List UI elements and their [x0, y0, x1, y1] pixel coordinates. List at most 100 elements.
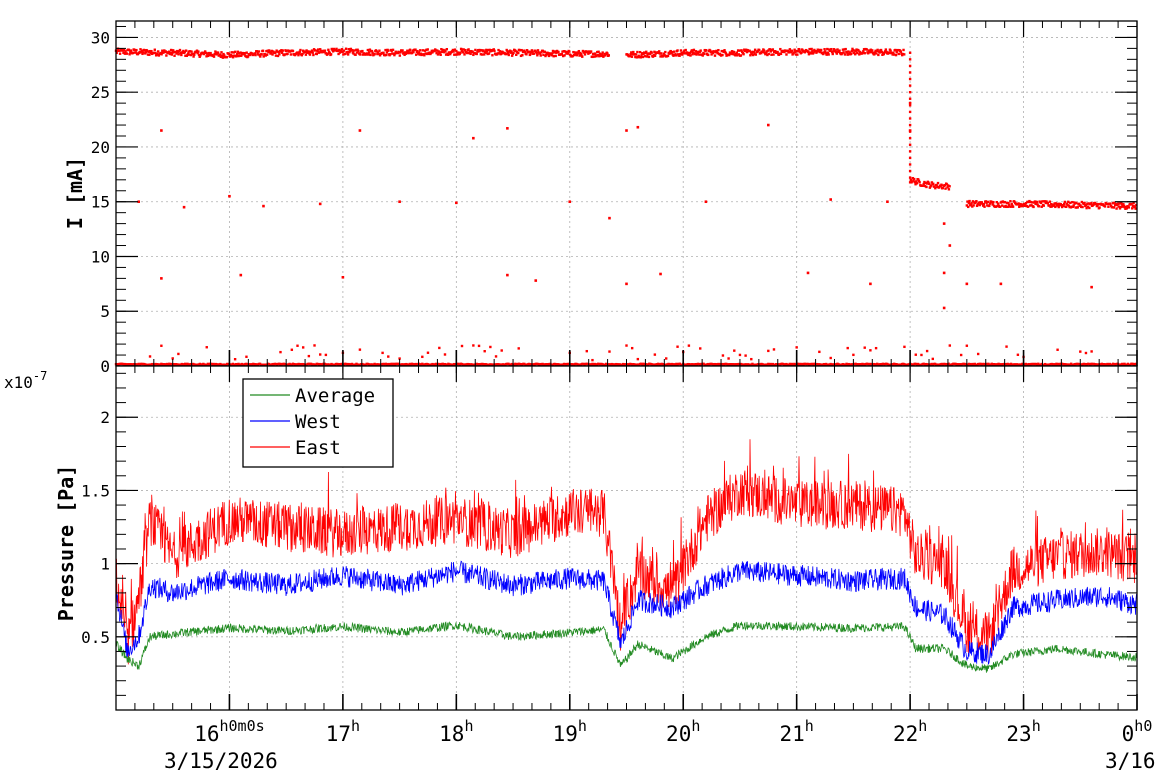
- current-point: [603, 52, 606, 56]
- current-point: [653, 54, 657, 57]
- current-low-point: [772, 348, 776, 351]
- current-point: [542, 53, 545, 57]
- current-point: [403, 53, 406, 57]
- current-point: [402, 51, 406, 55]
- current-low-point: [1079, 350, 1082, 353]
- current-point: [506, 52, 510, 55]
- time-tick-suffix: h: [691, 717, 700, 735]
- current-point: [348, 49, 352, 53]
- current-point: [714, 51, 717, 54]
- current-point: [173, 54, 176, 57]
- current-outlier-point: [767, 123, 770, 127]
- current-point: [245, 51, 248, 54]
- current-point: [359, 53, 362, 56]
- current-point: [235, 54, 238, 58]
- current-point: [433, 49, 436, 53]
- current-point: [1076, 206, 1079, 209]
- current-point: [406, 49, 409, 52]
- current-drop-point: [908, 136, 912, 140]
- current-point: [861, 51, 864, 54]
- current-point: [233, 50, 237, 54]
- current-point: [1008, 205, 1011, 208]
- current-point: [710, 53, 713, 56]
- current-point: [491, 54, 494, 57]
- current-point: [496, 52, 500, 55]
- current-point: [297, 52, 301, 55]
- current-point: [852, 51, 856, 55]
- current-point: [994, 205, 998, 208]
- current-low-point: [301, 346, 305, 349]
- current-point: [866, 52, 870, 55]
- current-point: [442, 48, 445, 52]
- current-point: [1023, 204, 1026, 207]
- current-point: [878, 51, 881, 54]
- current-point: [736, 54, 739, 57]
- current-outlier-point: [869, 282, 872, 286]
- current-point: [704, 49, 708, 52]
- current-point: [236, 50, 240, 53]
- current-point: [889, 49, 892, 52]
- current-point: [1130, 203, 1133, 206]
- current-point: [751, 53, 755, 57]
- current-point: [423, 54, 426, 57]
- current-point: [844, 47, 847, 51]
- time-axis-labels: 16h0m0s 17h 18h 19h 20h 21h 22h 23h 0h0: [194, 717, 1152, 746]
- current-point: [393, 53, 396, 57]
- current-point: [910, 180, 914, 183]
- current-point: [694, 50, 698, 53]
- current-point: [607, 54, 611, 57]
- pressure-scale-exponent: x10-7: [4, 369, 47, 392]
- current-point: [1050, 202, 1053, 206]
- current-point: [936, 181, 940, 185]
- pressure-series-east: [115, 439, 1137, 665]
- current-point: [279, 50, 282, 53]
- current-point: [444, 53, 448, 56]
- current-point: [258, 53, 261, 57]
- current-point: [754, 53, 758, 56]
- current-outlier-point: [965, 282, 969, 286]
- current-point: [483, 53, 486, 56]
- current-point: [868, 50, 872, 53]
- current-point: [822, 51, 826, 54]
- current-point: [510, 50, 513, 53]
- current-point: [352, 52, 355, 55]
- current-outlier-point: [659, 272, 662, 276]
- current-point: [841, 52, 844, 55]
- current-point: [830, 50, 834, 54]
- current-point: [219, 55, 223, 59]
- current-point: [427, 52, 431, 56]
- current-low-point: [245, 355, 248, 358]
- current-point: [216, 51, 220, 54]
- current-point: [760, 51, 763, 55]
- current-point: [1134, 207, 1137, 210]
- current-point: [749, 51, 753, 54]
- current-low-point: [483, 350, 486, 353]
- current-point: [212, 55, 216, 58]
- current-drop-point: [908, 90, 912, 94]
- legend-label-average: Average: [295, 385, 375, 407]
- current-point: [508, 49, 512, 52]
- time-tick-suffix: h: [1032, 717, 1041, 735]
- current-point: [301, 52, 304, 56]
- current-point: [371, 51, 374, 54]
- current-point: [270, 49, 274, 53]
- current-point: [583, 50, 586, 54]
- current-point: [127, 48, 131, 52]
- current-point: [940, 183, 943, 186]
- current-point: [970, 202, 973, 205]
- current-point: [917, 178, 920, 181]
- current-gridlines: [116, 21, 1138, 367]
- current-low-point: [818, 350, 821, 354]
- current-point: [131, 51, 135, 54]
- time-tick-suffix: h0: [1134, 717, 1152, 735]
- current-point: [467, 48, 470, 51]
- current-point: [116, 49, 119, 53]
- time-tick-suffix: h: [351, 717, 360, 735]
- current-point: [692, 51, 695, 54]
- current-point: [451, 48, 455, 52]
- current-point: [436, 49, 439, 52]
- current-point: [589, 50, 593, 53]
- current-point: [975, 200, 978, 203]
- current-point: [449, 52, 452, 56]
- current-point: [368, 48, 372, 51]
